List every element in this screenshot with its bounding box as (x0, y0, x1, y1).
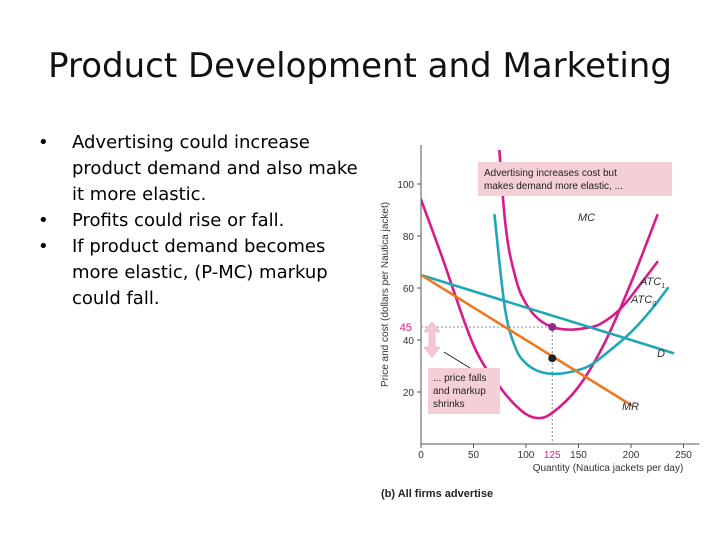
slide-title: Product Development and Marketing (48, 46, 672, 86)
top-annotation-line: Advertising increases cost but (484, 168, 617, 179)
bullet-text: If product demand becomes more elastic, … (72, 236, 328, 309)
x-tick-label: 50 (468, 450, 480, 461)
demand-curve (421, 273, 675, 355)
bullet-item: • If product demand becomes more elastic,… (36, 234, 366, 312)
bullet-dot: • (38, 132, 49, 153)
x-axis-label: Quantity (Nautica jackets per day) (533, 463, 684, 474)
x-tick-label: 200 (623, 450, 640, 461)
price-label: 45 (400, 322, 412, 334)
y-tick-label: 100 (397, 180, 414, 191)
bullet-list: • Advertising could increase product dema… (36, 130, 366, 312)
atc0-label-subscript: 0 (652, 301, 656, 308)
x-tick-label: 0 (418, 450, 424, 461)
mc-point-marker (548, 354, 557, 363)
mc-curve (421, 198, 659, 420)
bottom-annotation-line: and markup (433, 386, 486, 397)
y-tick-label: 60 (403, 284, 415, 295)
price-point-marker (548, 323, 557, 331)
top-annotation-line: makes demand more elastic, ... (484, 181, 623, 192)
demand-label: D (657, 348, 665, 360)
y-tick-label: 40 (403, 336, 415, 347)
bullet-item: • Profits could rise or fall. (36, 208, 366, 234)
mc-label: MC (578, 212, 595, 224)
bullet-dot: • (38, 210, 49, 231)
atc0-curve (493, 213, 670, 376)
x-tick-label: 100 (518, 450, 535, 461)
top-annotation-box (478, 162, 672, 196)
bottom-annotation-line: shrinks (433, 399, 465, 410)
y-tick-label: 80 (403, 232, 415, 243)
bullet-item: • Advertising could increase product dema… (36, 130, 366, 208)
quantity-label-bg (542, 447, 563, 461)
atc1-label-subscript: 1 (661, 283, 665, 290)
bottom-annotation-line: ... price falls (433, 373, 486, 384)
bullet-text: Advertising could increase product deman… (72, 132, 358, 205)
quantity-label: 125 (544, 450, 561, 461)
markup-arrow (423, 321, 441, 358)
chart-caption: (b) All firms advertise (381, 488, 493, 500)
x-tick-label: 250 (675, 450, 692, 461)
atc1-curve (498, 150, 659, 331)
bullet-text: Profits could rise or fall. (72, 210, 285, 231)
y-axis-label: Price and cost (dollars per Nautica jack… (380, 202, 391, 387)
bullet-dot: • (38, 236, 49, 257)
mr-label: MR (622, 401, 639, 413)
bottom-annotation-pointer (443, 351, 471, 369)
atc0-label: ATC0 (630, 294, 656, 308)
x-tick-label: 150 (570, 450, 587, 461)
y-tick-label: 20 (403, 388, 415, 399)
bottom-annotation-box (428, 368, 500, 414)
atc1-label: ATC1 (639, 276, 665, 290)
mr-curve (421, 273, 633, 407)
